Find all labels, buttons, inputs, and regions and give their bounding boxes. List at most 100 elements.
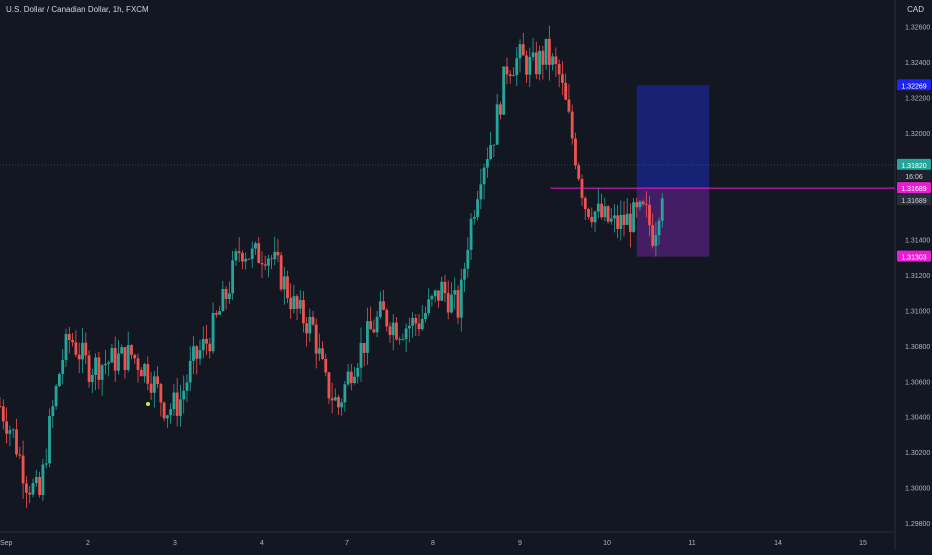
- candle-body: [641, 201, 645, 205]
- candle-body: [644, 204, 648, 205]
- candle-body: [570, 111, 574, 139]
- candle-body: [505, 66, 509, 75]
- candle-body: [28, 492, 32, 495]
- candle-body: [34, 477, 38, 484]
- countdown-label: 16:06: [905, 174, 923, 181]
- candle-body: [224, 289, 228, 299]
- candle-body: [469, 218, 473, 250]
- entry-price-label-bg: [897, 182, 931, 194]
- candle-body: [117, 353, 120, 371]
- candle-body: [525, 55, 528, 75]
- candle-body: [398, 339, 402, 340]
- candle-body: [541, 50, 545, 65]
- candle-body: [512, 75, 515, 76]
- candle-body: [234, 251, 238, 261]
- candle-body: [433, 290, 437, 297]
- y-tick-label: 1.31200: [905, 273, 930, 280]
- target-price-label: 1.32269: [901, 83, 926, 90]
- last-price-label: 1.31820: [901, 163, 926, 170]
- entry-price-label-secondary-bg: [897, 194, 931, 206]
- candle-body: [414, 317, 418, 324]
- y-tick-label: 1.32200: [905, 96, 930, 103]
- chart-title: U.S. Dollar / Canadian Dollar, 1h, FXCM: [6, 5, 149, 14]
- candle-body: [440, 281, 444, 301]
- candle-body: [15, 429, 18, 455]
- candle-body: [547, 38, 551, 65]
- candle-body: [407, 325, 411, 329]
- stop-price-label-bg: [897, 250, 931, 262]
- candle-body: [622, 214, 626, 225]
- candle-body: [427, 299, 431, 314]
- y-tick-label: 1.31400: [905, 237, 930, 244]
- candle-body: [159, 384, 163, 403]
- candle-body: [596, 203, 600, 212]
- entry-price-label-secondary: 1.31689: [901, 198, 926, 205]
- candle-body: [208, 343, 212, 352]
- candle-body: [657, 220, 661, 236]
- candle-body: [495, 104, 499, 145]
- candle-body: [443, 281, 447, 294]
- candle-body: [130, 345, 133, 355]
- x-tick-label: 14: [774, 540, 782, 547]
- candle-body: [113, 347, 117, 371]
- candle-body: [263, 264, 267, 266]
- candle-body: [628, 213, 632, 232]
- candle-body: [74, 342, 78, 355]
- candle-body: [583, 197, 587, 210]
- candle-body: [149, 383, 153, 393]
- candle-body: [382, 301, 385, 310]
- candle-body: [279, 255, 283, 290]
- candle-body: [0, 406, 2, 407]
- x-tick-label: 7: [345, 540, 349, 547]
- candle-body: [257, 243, 261, 264]
- candle-body: [353, 376, 356, 384]
- x-tick-label: Sep: [0, 540, 13, 547]
- candle-body: [346, 371, 350, 385]
- candle-body: [87, 355, 91, 382]
- candle-body: [619, 214, 623, 229]
- y-tick-label: 1.30000: [905, 486, 930, 493]
- candle-body: [18, 454, 22, 456]
- candle-body: [508, 74, 512, 76]
- candle-body: [660, 198, 664, 221]
- candle-body: [273, 251, 277, 260]
- candle-body: [152, 376, 156, 393]
- candle-body: [302, 300, 305, 324]
- candle-body: [38, 477, 41, 496]
- candle-body: [638, 201, 642, 208]
- candle-body: [198, 350, 202, 359]
- candle-body: [606, 206, 610, 222]
- candle-body: [472, 216, 476, 219]
- candle-body: [317, 348, 321, 354]
- candle-body: [31, 483, 35, 495]
- candle-body: [489, 145, 493, 160]
- candle-body: [385, 309, 389, 327]
- candle-body: [172, 392, 176, 410]
- candle-body: [492, 144, 496, 146]
- x-tick-label: 3: [173, 540, 177, 547]
- candle-body: [214, 312, 218, 315]
- candle-body: [482, 167, 486, 185]
- candle-body: [603, 206, 607, 218]
- last-price-label-bg: [897, 158, 931, 170]
- candle-body: [61, 359, 65, 374]
- candle-body: [48, 415, 51, 464]
- candle-body: [372, 329, 376, 333]
- candle-body: [123, 347, 127, 371]
- candle-body: [195, 346, 199, 359]
- candle-body: [201, 338, 205, 351]
- candle-body: [308, 316, 312, 334]
- candle-body: [298, 300, 302, 309]
- candle-body: [205, 338, 208, 344]
- candle-body: [182, 390, 186, 400]
- candle-body: [485, 159, 489, 168]
- candle-body: [456, 290, 460, 318]
- candle-body: [139, 369, 143, 377]
- stop-price-label: 1.31303: [901, 255, 926, 262]
- candle-body: [110, 347, 114, 363]
- candle-body: [391, 322, 395, 336]
- candle-body: [593, 211, 597, 223]
